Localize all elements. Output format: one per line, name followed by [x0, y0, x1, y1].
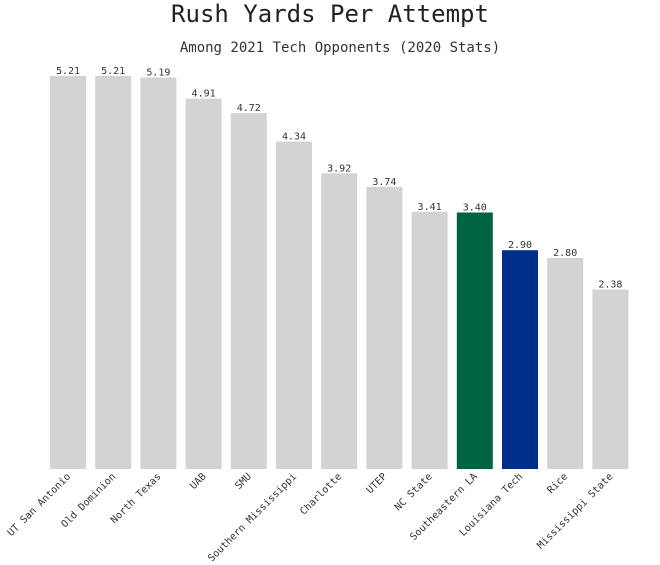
bar-ut-san-antonio: [50, 76, 86, 469]
x-tick-label: UTEP: [365, 471, 390, 496]
chart-title: Rush Yards Per Attempt: [171, 0, 489, 28]
bar-uab: [185, 98, 222, 469]
bar-mississippi-state: [592, 289, 629, 469]
value-label: 3.41: [418, 202, 442, 213]
bar-north-texas: [140, 77, 177, 469]
x-tick-label: Charlotte: [298, 471, 344, 517]
x-tick-label: UT San Antonio: [6, 471, 73, 538]
bar-nc-state: [411, 211, 448, 470]
x-tick-label: NC State: [393, 471, 435, 513]
value-label: 3.74: [372, 177, 396, 188]
value-label: 5.19: [146, 68, 170, 79]
value-label: 2.38: [598, 280, 622, 291]
value-label: 4.34: [282, 132, 306, 143]
x-tick-label: Mississippi State: [535, 471, 615, 551]
value-label: 4.72: [237, 103, 261, 114]
bar-smu: [230, 113, 267, 469]
bar-southern-mississippi: [276, 141, 312, 469]
value-label: 2.80: [553, 248, 577, 259]
x-tick-label: Rice: [546, 471, 571, 496]
value-label: 4.91: [192, 89, 216, 100]
x-tick-label: Southern Mississippi: [206, 471, 299, 564]
x-tick-label: UAB: [188, 471, 209, 492]
bar-utep: [366, 186, 403, 469]
value-label: 3.92: [327, 163, 351, 174]
bar-rice: [547, 257, 584, 469]
value-label: 2.90: [508, 240, 532, 251]
bar-charlotte: [321, 173, 358, 470]
chart-subtitle: Among 2021 Tech Opponents (2020 Stats): [179, 40, 501, 56]
x-tick-label: SMU: [233, 471, 254, 492]
bar-louisiana-tech: [502, 250, 538, 469]
bar-old-dominion: [95, 76, 132, 469]
bar-southeastern-la: [456, 212, 493, 469]
value-label: 5.21: [101, 66, 125, 77]
value-label: 5.21: [56, 66, 80, 77]
value-label: 3.40: [463, 203, 487, 214]
